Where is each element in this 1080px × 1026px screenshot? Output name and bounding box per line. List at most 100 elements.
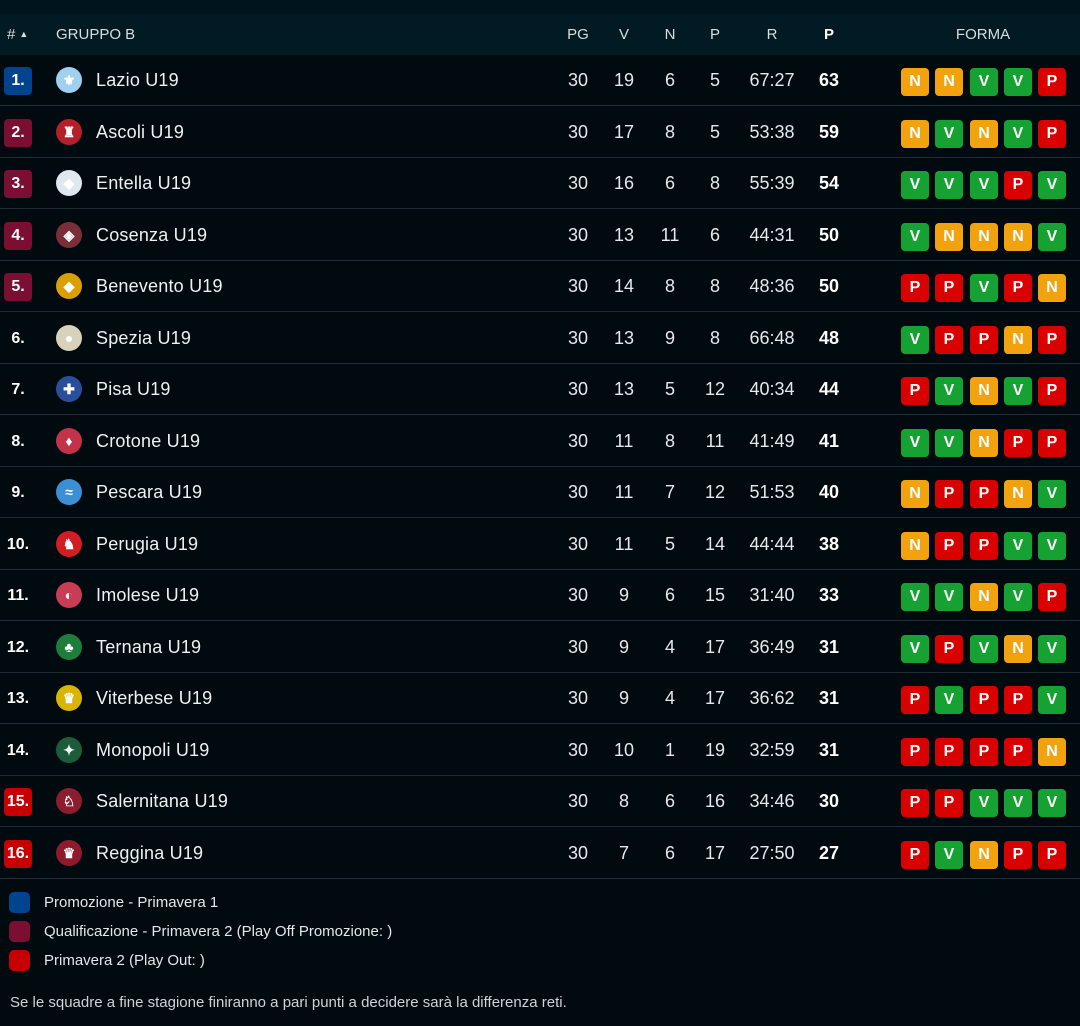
form-result-badge[interactable]: P bbox=[1004, 738, 1032, 766]
form-result-badge[interactable]: P bbox=[901, 686, 929, 714]
table-row[interactable]: 10. ♞ Perugia U19 30 11 5 14 44:44 38 N P P V V bbox=[0, 519, 1080, 570]
form-result-badge[interactable]: N bbox=[970, 120, 998, 148]
form-result-badge[interactable]: P bbox=[935, 480, 963, 508]
points-column-header[interactable]: P bbox=[823, 26, 834, 43]
form-result-badge[interactable]: P bbox=[970, 738, 998, 766]
form-result-badge[interactable]: V bbox=[935, 583, 963, 611]
team-name[interactable]: Salernitana U19 bbox=[96, 791, 229, 811]
team-name[interactable]: Perugia U19 bbox=[96, 534, 199, 554]
form-result-badge[interactable]: N bbox=[970, 841, 998, 869]
table-row[interactable]: 14. ✦ Monopoli U19 30 10 1 19 32:59 31 P P P P N bbox=[0, 725, 1080, 776]
team-name[interactable]: Spezia U19 bbox=[96, 328, 192, 348]
form-result-badge[interactable]: V bbox=[1004, 583, 1032, 611]
form-result-badge[interactable]: V bbox=[1004, 68, 1032, 96]
table-row[interactable]: 3. ◆ Entella U19 30 16 6 8 55:39 54 V V V P V bbox=[0, 158, 1080, 209]
table-row[interactable]: 11. ◐ Imolese U19 30 9 6 15 31:40 33 V V N V P bbox=[0, 570, 1080, 621]
team-name[interactable]: Entella U19 bbox=[96, 173, 192, 193]
form-result-badge[interactable]: P bbox=[901, 274, 929, 302]
table-row[interactable]: 4. ◈ Cosenza U19 30 13 11 6 44:31 50 V N N N V bbox=[0, 210, 1080, 261]
form-result-badge[interactable]: P bbox=[1038, 68, 1066, 96]
table-row[interactable]: 15. ♘ Salernitana U19 30 8 6 16 34:46 30 P P V V V bbox=[0, 776, 1080, 827]
table-row[interactable]: 8. ♦ Crotone U19 30 11 8 11 41:49 41 V V N P P bbox=[0, 416, 1080, 467]
form-result-badge[interactable]: P bbox=[1038, 377, 1066, 405]
form-result-badge[interactable]: N bbox=[1004, 223, 1032, 251]
wins-column-header[interactable]: V bbox=[618, 26, 629, 43]
form-result-badge[interactable]: V bbox=[970, 635, 998, 663]
form-result-badge[interactable]: V bbox=[970, 68, 998, 96]
form-result-badge[interactable]: V bbox=[901, 326, 929, 354]
team-name[interactable]: Imolese U19 bbox=[96, 585, 200, 605]
form-result-badge[interactable]: N bbox=[901, 480, 929, 508]
team-name[interactable]: Ternana U19 bbox=[96, 637, 202, 657]
team-name[interactable]: Pisa U19 bbox=[96, 379, 171, 399]
form-result-badge[interactable]: V bbox=[935, 429, 963, 457]
team-name[interactable]: Viterbese U19 bbox=[96, 688, 213, 708]
form-result-badge[interactable]: V bbox=[935, 841, 963, 869]
rank-column-header[interactable]: # ▲ bbox=[7, 26, 29, 43]
form-result-badge[interactable]: V bbox=[1004, 377, 1032, 405]
form-result-badge[interactable]: P bbox=[1004, 686, 1032, 714]
form-result-badge[interactable]: N bbox=[970, 223, 998, 251]
form-result-badge[interactable]: N bbox=[935, 68, 963, 96]
table-row[interactable]: 9. ≈ Pescara U19 30 11 7 12 51:53 40 N P P N V bbox=[0, 467, 1080, 518]
form-result-badge[interactable]: N bbox=[1004, 635, 1032, 663]
losses-column-header[interactable]: P bbox=[709, 26, 720, 43]
form-result-badge[interactable]: P bbox=[1038, 583, 1066, 611]
form-result-badge[interactable]: P bbox=[1038, 841, 1066, 869]
form-result-badge[interactable]: P bbox=[1038, 326, 1066, 354]
team-name[interactable]: Ascoli U19 bbox=[96, 122, 185, 142]
form-result-badge[interactable]: P bbox=[935, 326, 963, 354]
form-result-badge[interactable]: P bbox=[901, 738, 929, 766]
form-result-badge[interactable]: V bbox=[1004, 120, 1032, 148]
form-result-badge[interactable]: V bbox=[901, 429, 929, 457]
form-result-badge[interactable]: P bbox=[970, 326, 998, 354]
form-result-badge[interactable]: P bbox=[1038, 429, 1066, 457]
form-result-badge[interactable]: P bbox=[935, 274, 963, 302]
form-result-badge[interactable]: N bbox=[901, 532, 929, 560]
form-result-badge[interactable]: V bbox=[1038, 171, 1066, 199]
form-result-badge[interactable]: V bbox=[901, 635, 929, 663]
table-row[interactable]: 2. ♜ Ascoli U19 30 17 8 5 53:38 59 N V N V P bbox=[0, 107, 1080, 158]
team-name[interactable]: Lazio U19 bbox=[96, 70, 179, 90]
form-result-badge[interactable]: P bbox=[935, 635, 963, 663]
form-result-badge[interactable]: N bbox=[970, 377, 998, 405]
form-result-badge[interactable]: N bbox=[901, 120, 929, 148]
form-result-badge[interactable]: P bbox=[970, 532, 998, 560]
table-row[interactable]: 12. ♣ Ternana U19 30 9 4 17 36:49 31 V P V N V bbox=[0, 622, 1080, 673]
form-result-badge[interactable]: P bbox=[935, 738, 963, 766]
form-result-badge[interactable]: V bbox=[1038, 480, 1066, 508]
form-result-badge[interactable]: V bbox=[935, 377, 963, 405]
draws-column-header[interactable]: N bbox=[664, 26, 676, 43]
form-result-badge[interactable]: P bbox=[901, 377, 929, 405]
form-result-badge[interactable]: V bbox=[1038, 223, 1066, 251]
form-result-badge[interactable]: P bbox=[1004, 429, 1032, 457]
table-row[interactable]: 5. ◆ Benevento U19 30 14 8 8 48:36 50 P P V P N bbox=[0, 261, 1080, 312]
form-result-badge[interactable]: N bbox=[1038, 738, 1066, 766]
form-result-badge[interactable]: N bbox=[1004, 326, 1032, 354]
form-result-badge[interactable]: V bbox=[970, 789, 998, 817]
form-result-badge[interactable]: V bbox=[935, 120, 963, 148]
form-result-badge[interactable]: V bbox=[901, 583, 929, 611]
played-column-header[interactable]: PG bbox=[567, 26, 589, 43]
form-result-badge[interactable]: P bbox=[1004, 274, 1032, 302]
form-result-badge[interactable]: P bbox=[970, 686, 998, 714]
form-result-badge[interactable]: V bbox=[935, 686, 963, 714]
team-name[interactable]: Benevento U19 bbox=[96, 276, 223, 296]
form-result-badge[interactable]: V bbox=[901, 223, 929, 251]
form-result-badge[interactable]: P bbox=[935, 789, 963, 817]
table-row[interactable]: 6. ● Spezia U19 30 13 9 8 66:48 48 V P P N P bbox=[0, 313, 1080, 364]
form-result-badge[interactable]: N bbox=[935, 223, 963, 251]
form-result-badge[interactable]: P bbox=[1038, 120, 1066, 148]
form-result-badge[interactable]: V bbox=[1038, 532, 1066, 560]
form-result-badge[interactable]: V bbox=[1038, 789, 1066, 817]
table-row[interactable]: 16. ♛ Reggina U19 30 7 6 17 27:50 27 P V N P P bbox=[0, 828, 1080, 879]
form-result-badge[interactable]: V bbox=[970, 274, 998, 302]
form-result-badge[interactable]: V bbox=[970, 171, 998, 199]
form-result-badge[interactable]: N bbox=[1004, 480, 1032, 508]
table-row[interactable]: 1. ⚜ Lazio U19 30 19 6 5 67:27 63 N N V V P bbox=[0, 55, 1080, 106]
form-result-badge[interactable]: V bbox=[1004, 532, 1032, 560]
team-name[interactable]: Pescara U19 bbox=[96, 482, 203, 502]
table-row[interactable]: 13. ♛ Viterbese U19 30 9 4 17 36:62 31 P V P P V bbox=[0, 673, 1080, 724]
form-result-badge[interactable]: P bbox=[1004, 171, 1032, 199]
form-result-badge[interactable]: V bbox=[1038, 686, 1066, 714]
